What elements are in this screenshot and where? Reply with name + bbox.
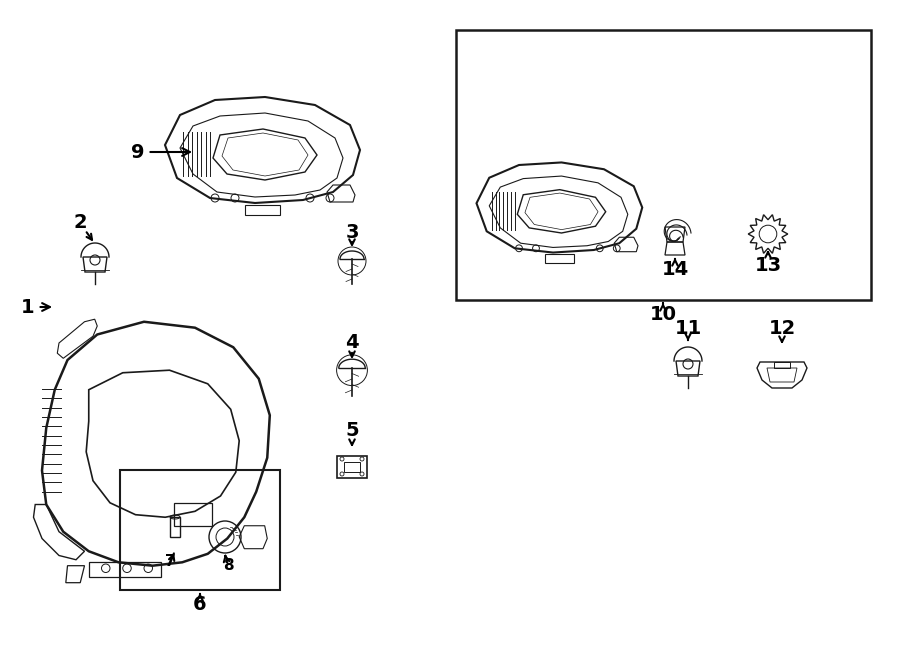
Text: 8: 8 <box>222 557 233 573</box>
Text: 12: 12 <box>769 318 796 338</box>
Text: 6: 6 <box>194 594 207 614</box>
Text: 3: 3 <box>346 222 359 242</box>
Text: 7: 7 <box>165 555 176 569</box>
Text: 4: 4 <box>346 332 359 352</box>
Text: 9: 9 <box>131 142 190 162</box>
Text: 5: 5 <box>346 420 359 440</box>
Text: 1: 1 <box>22 297 50 316</box>
Text: 10: 10 <box>650 305 677 324</box>
Text: 2: 2 <box>73 213 86 232</box>
Text: 14: 14 <box>662 260 688 279</box>
Text: 13: 13 <box>754 256 781 275</box>
Text: 11: 11 <box>674 318 702 338</box>
